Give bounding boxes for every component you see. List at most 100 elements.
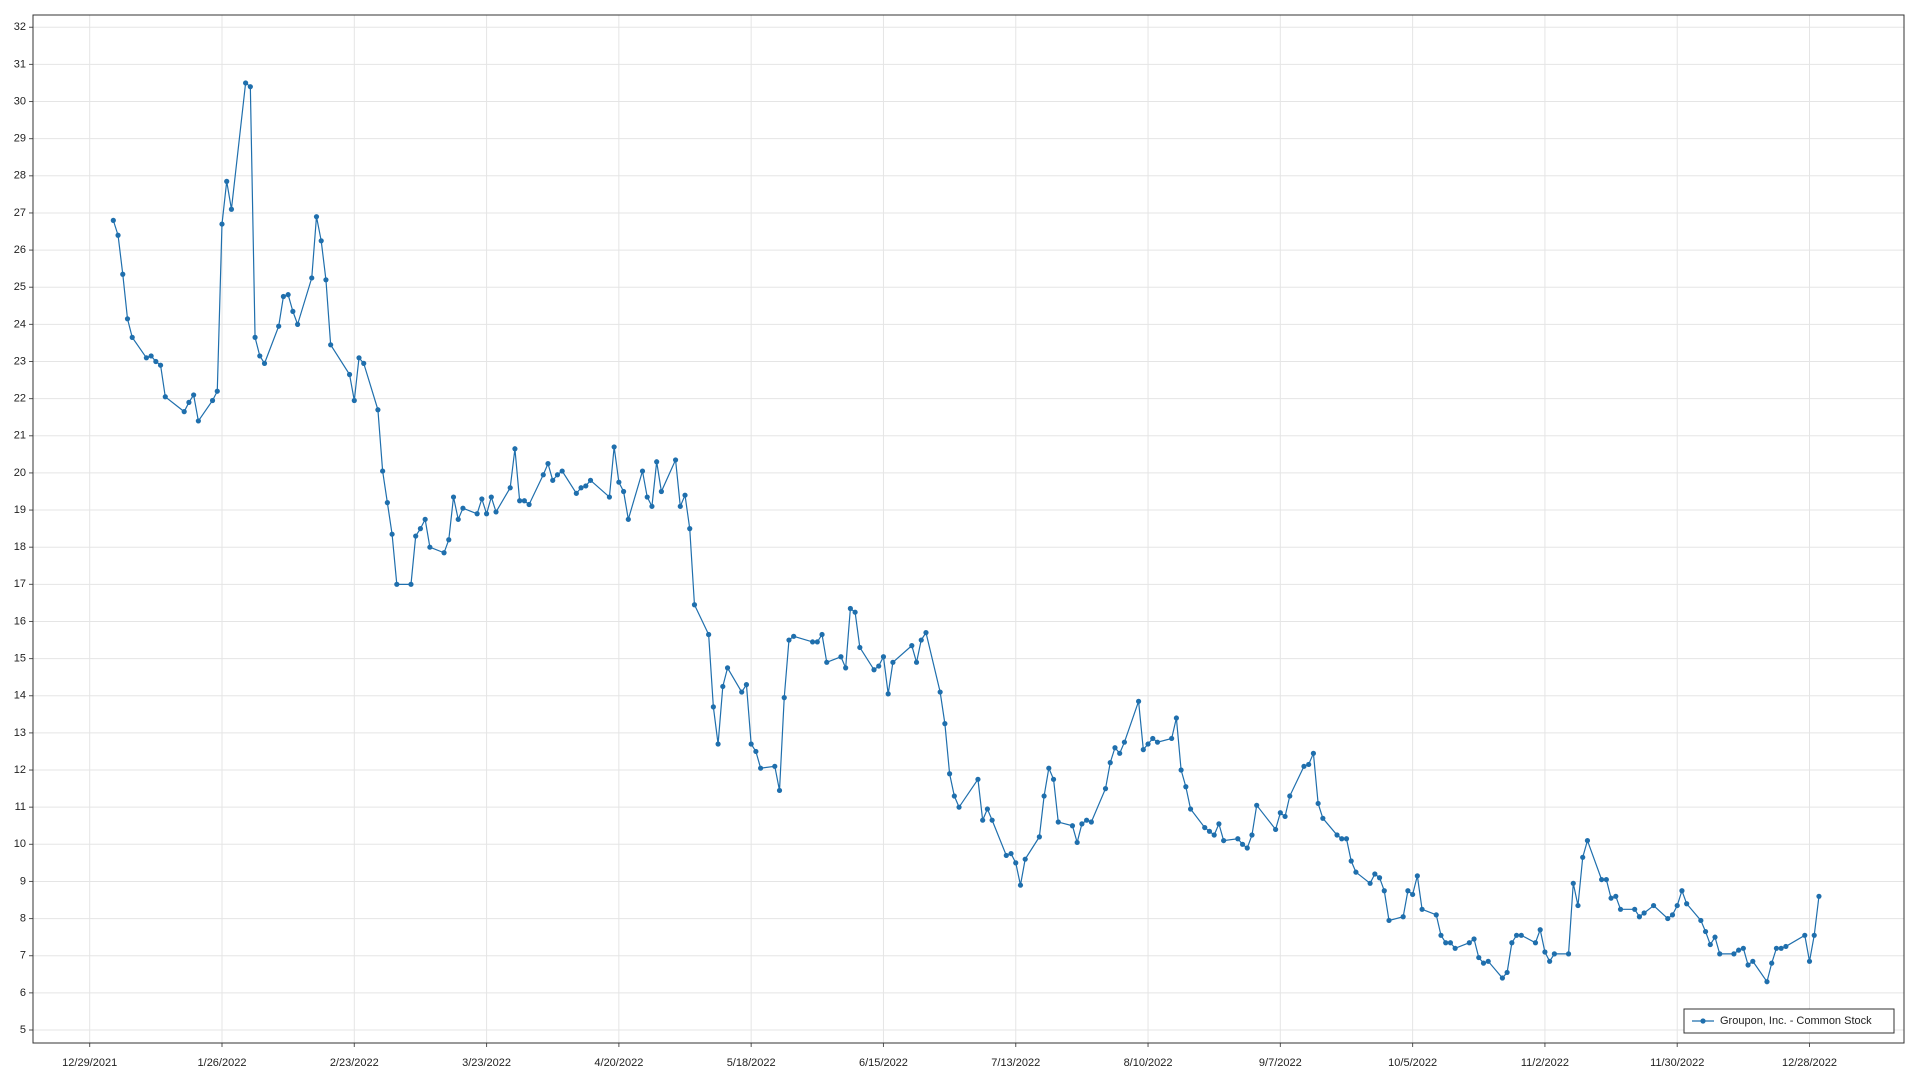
data-point xyxy=(1669,912,1676,918)
data-point xyxy=(115,232,121,238)
data-point xyxy=(1202,824,1208,831)
data-point xyxy=(1504,969,1510,976)
y-tick-label: 22 xyxy=(14,393,26,405)
data-point xyxy=(748,741,754,747)
data-point xyxy=(351,397,357,404)
data-point xyxy=(1485,958,1491,964)
data-point xyxy=(1088,819,1094,825)
data-point xyxy=(715,741,721,747)
y-tick-label: 14 xyxy=(14,690,26,702)
data-point xyxy=(876,663,882,669)
data-point xyxy=(1079,821,1085,827)
data-point xyxy=(1410,891,1416,898)
data-point xyxy=(847,605,853,612)
data-point xyxy=(455,516,461,522)
y-tick-label: 26 xyxy=(14,244,26,256)
data-point xyxy=(488,494,494,500)
data-point xyxy=(181,409,187,415)
data-point xyxy=(1249,832,1255,838)
data-point xyxy=(791,633,797,639)
data-point xyxy=(1273,826,1279,833)
data-point xyxy=(1702,928,1709,935)
data-point xyxy=(1173,715,1179,721)
y-tick-label: 32 xyxy=(14,21,26,33)
data-point xyxy=(677,503,683,509)
data-point xyxy=(209,397,216,404)
data-point xyxy=(616,479,622,485)
data-point xyxy=(942,721,948,727)
data-point xyxy=(1376,875,1383,881)
data-point xyxy=(394,581,400,587)
data-point xyxy=(814,639,820,645)
data-point xyxy=(413,533,419,539)
data-point xyxy=(1712,934,1718,940)
data-point xyxy=(1816,893,1822,899)
data-point xyxy=(550,477,556,483)
data-point xyxy=(1306,761,1312,768)
y-tick-label: 29 xyxy=(14,133,26,145)
data-point xyxy=(195,418,201,424)
data-point xyxy=(852,609,858,615)
data-point xyxy=(1310,750,1317,756)
data-point xyxy=(1013,860,1019,866)
data-point xyxy=(285,292,291,298)
data-point xyxy=(120,271,126,277)
data-point xyxy=(913,659,920,665)
data-point xyxy=(724,665,731,671)
data-point xyxy=(1778,945,1784,951)
data-point xyxy=(1518,932,1524,938)
y-tick-label: 27 xyxy=(14,207,26,219)
data-point xyxy=(781,695,787,701)
data-point xyxy=(1343,836,1350,842)
data-point xyxy=(1565,951,1572,957)
data-point xyxy=(1254,802,1260,808)
data-point xyxy=(540,472,546,478)
data-point xyxy=(483,511,490,517)
data-point xyxy=(1069,823,1076,829)
data-point xyxy=(649,503,655,509)
data-point xyxy=(1017,882,1024,888)
data-point xyxy=(1580,854,1586,860)
y-tick-label: 23 xyxy=(14,355,26,367)
data-point xyxy=(1783,943,1789,950)
data-point xyxy=(1102,785,1109,792)
data-point xyxy=(1532,940,1539,946)
data-point xyxy=(356,355,362,361)
y-tick-label: 8 xyxy=(20,912,26,924)
data-point xyxy=(1466,940,1472,946)
data-point xyxy=(1717,951,1723,957)
data-point xyxy=(512,446,518,452)
data-point xyxy=(1636,914,1643,920)
data-point xyxy=(1608,895,1614,901)
data-point xyxy=(1537,927,1543,933)
data-point xyxy=(1216,821,1222,827)
plot-area xyxy=(33,15,1904,1043)
data-point xyxy=(909,643,915,649)
data-point xyxy=(838,654,844,660)
data-point xyxy=(309,275,315,281)
data-point xyxy=(1145,741,1151,747)
data-point xyxy=(323,277,329,283)
data-point xyxy=(871,667,877,673)
y-tick-label: 6 xyxy=(20,987,26,999)
data-point xyxy=(1650,902,1657,909)
y-tick-label: 21 xyxy=(14,430,26,442)
data-point xyxy=(672,457,679,463)
data-point xyxy=(1084,817,1090,823)
legend: Groupon, Inc. - Common Stock xyxy=(1683,1008,1895,1034)
data-point xyxy=(1135,698,1142,704)
data-point xyxy=(1509,940,1515,946)
data-point xyxy=(1438,932,1444,938)
data-point xyxy=(1575,902,1581,909)
data-point xyxy=(620,488,627,495)
data-point xyxy=(1513,932,1520,938)
data-point xyxy=(1452,945,1458,951)
data-point xyxy=(1811,932,1817,938)
x-tick-label: 11/30/2022 xyxy=(1650,1057,1704,1069)
data-point xyxy=(493,509,499,515)
data-point xyxy=(1613,893,1619,899)
data-point xyxy=(1041,793,1047,799)
data-point xyxy=(129,334,135,340)
data-point xyxy=(1301,763,1307,769)
y-tick-label: 5 xyxy=(20,1024,26,1036)
